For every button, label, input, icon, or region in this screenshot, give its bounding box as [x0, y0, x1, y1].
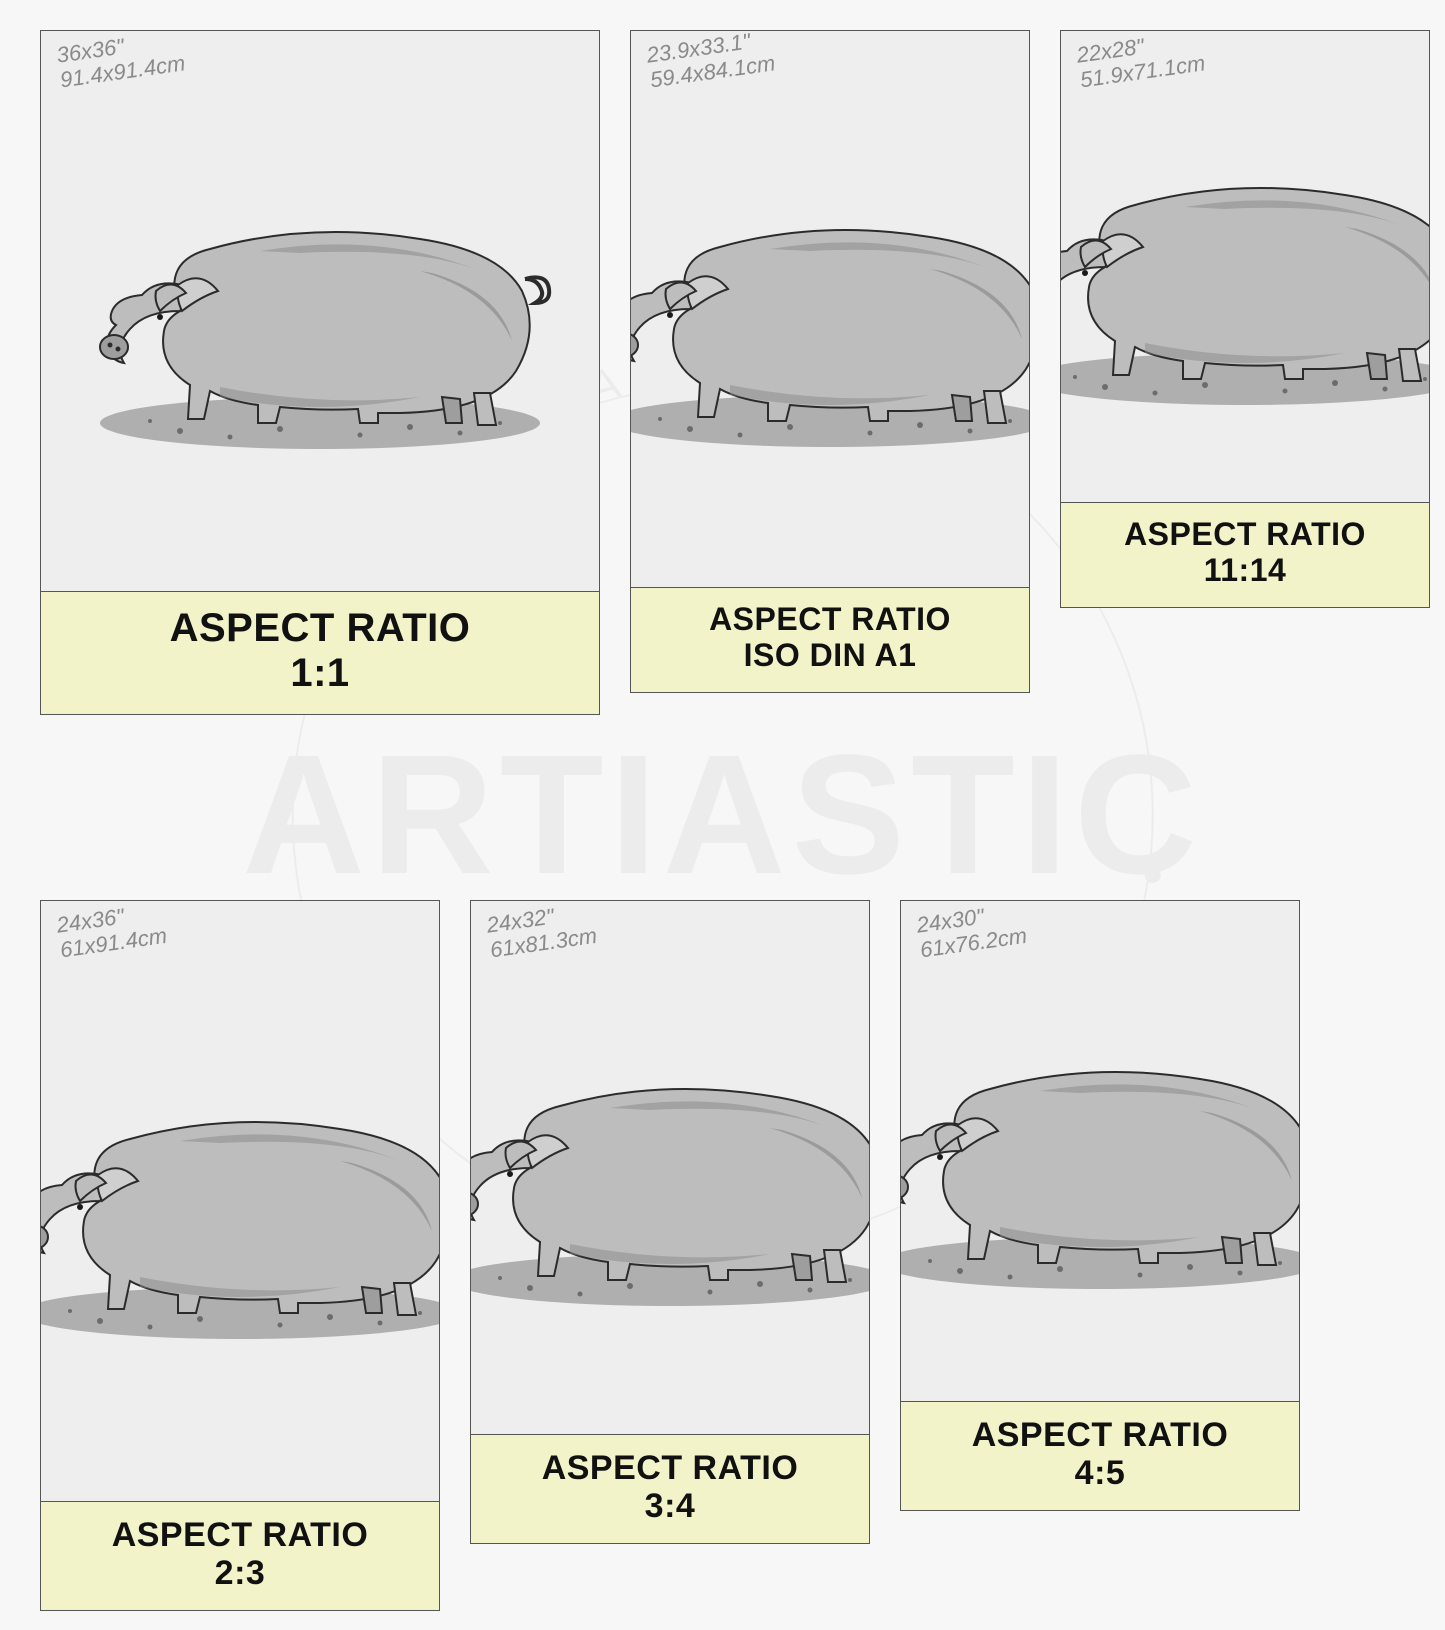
ratio-label-value: ISO DIN A1	[639, 638, 1021, 674]
size-dimensions: 23.9x33.1"59.4x84.1cm	[645, 31, 777, 93]
ratio-card-ratio-a1: 23.9x33.1"59.4x84.1cm ASPECT RATIOISO DIN…	[630, 30, 1030, 693]
watermark: PERFORMANCE WORLDS ARTIASTIC	[242, 717, 1203, 913]
artwork-preview: 24x36"61x91.4cm	[41, 901, 439, 1501]
pig-illustration	[60, 161, 580, 461]
ratio-label-title: ASPECT RATIO	[909, 1416, 1291, 1454]
artwork-preview: 24x30"61x76.2cm	[901, 901, 1299, 1401]
ratio-card-ratio-2-3: 24x36"61x91.4cm ASPECT RATIO2:3	[40, 900, 440, 1611]
ratio-label-title: ASPECT RATIO	[639, 602, 1021, 638]
ratio-label: ASPECT RATIO3:4	[471, 1434, 869, 1543]
ratio-label: ASPECT RATIO11:14	[1061, 502, 1429, 607]
size-dimensions: 24x36"61x91.4cm	[55, 901, 169, 963]
ratio-label-value: 2:3	[49, 1554, 431, 1592]
ratio-label: ASPECT RATIOISO DIN A1	[631, 587, 1029, 692]
size-dimensions: 22x28"51.9x71.1cm	[1075, 31, 1207, 93]
ratio-label-title: ASPECT RATIO	[479, 1449, 861, 1487]
row-top: 36x36"91.4x91.4cmASPECT RATIO1:123.9x33.…	[0, 30, 1445, 715]
ratio-card-ratio-4-5: 24x30"61x76.2cm ASPECT RATIO4:5	[900, 900, 1300, 1511]
pig-illustration	[1061, 117, 1429, 417]
ratio-label: ASPECT RATIO4:5	[901, 1401, 1299, 1510]
watermark-brand: ARTIASTIC	[242, 717, 1203, 913]
row-bottom: 24x36"61x91.4cmASPECT RATIO2:324x32"61x8…	[0, 900, 1445, 1611]
pig-illustration	[901, 1001, 1299, 1301]
size-dimensions: 36x36"91.4x91.4cm	[55, 31, 187, 93]
ratio-label-title: ASPECT RATIO	[49, 1516, 431, 1554]
artwork-preview: 36x36"91.4x91.4cm	[41, 31, 599, 591]
ratio-label-value: 1:1	[49, 651, 591, 696]
ratio-label: ASPECT RATIO2:3	[41, 1501, 439, 1610]
artwork-preview: 23.9x33.1"59.4x84.1cm	[631, 31, 1029, 587]
artwork-preview: 24x32"61x81.3cm	[471, 901, 869, 1434]
ratio-label-value: 3:4	[479, 1487, 861, 1525]
pig-illustration	[631, 159, 1029, 459]
ratio-card-ratio-3-4: 24x32"61x81.3cm ASPECT RATIO3:4	[470, 900, 870, 1544]
ratio-label-value: 11:14	[1069, 553, 1421, 589]
ratio-label-title: ASPECT RATIO	[1069, 517, 1421, 553]
ratio-label-title: ASPECT RATIO	[49, 606, 591, 651]
size-dimensions: 24x30"61x76.2cm	[915, 901, 1029, 963]
ratio-card-ratio-11-14: 22x28"51.9x71.1cm ASPECT RATIO11:14	[1060, 30, 1430, 608]
size-dimensions: 24x32"61x81.3cm	[485, 901, 599, 963]
pig-illustration	[471, 1018, 869, 1318]
ratio-label-value: 4:5	[909, 1454, 1291, 1492]
ratio-label: ASPECT RATIO1:1	[41, 591, 599, 714]
artwork-preview: 22x28"51.9x71.1cm	[1061, 31, 1429, 502]
ratio-card-ratio-1-1: 36x36"91.4x91.4cm ASPECT RATIO1:1	[40, 30, 600, 715]
pig-illustration	[41, 1051, 439, 1351]
